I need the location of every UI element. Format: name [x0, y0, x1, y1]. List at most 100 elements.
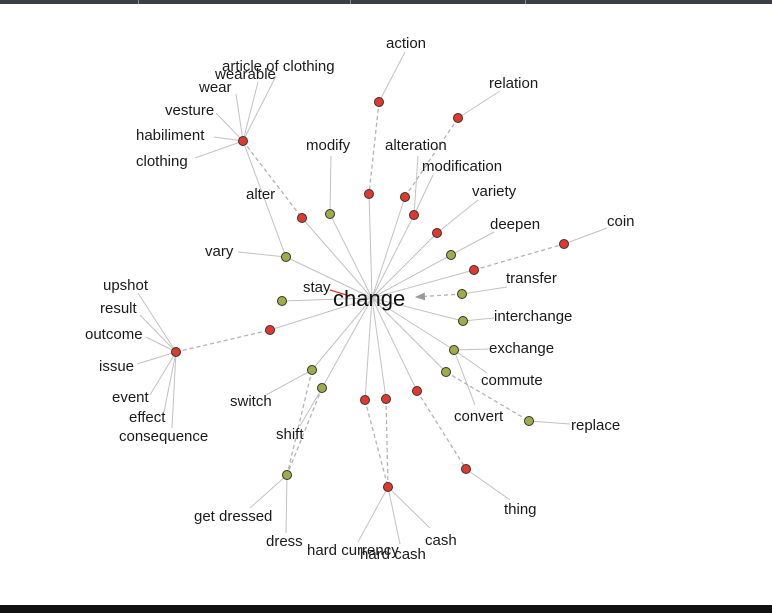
toolbar-divider	[138, 0, 139, 4]
node-switch[interactable]	[307, 365, 317, 375]
edge	[436, 199, 479, 234]
node-coin-mid[interactable]	[469, 265, 479, 275]
edge	[242, 140, 287, 258]
word-label[interactable]: result	[100, 300, 138, 317]
node-relation[interactable]	[453, 113, 463, 123]
word-label[interactable]: replace	[571, 417, 620, 434]
word-label[interactable]: convert	[454, 408, 504, 425]
edge	[137, 292, 177, 353]
word-label[interactable]: event	[112, 389, 150, 406]
node-vary[interactable]	[281, 252, 291, 262]
dashed-edge	[445, 371, 530, 422]
edge	[364, 297, 373, 401]
node-alter[interactable]	[297, 213, 307, 223]
node-modification[interactable]	[409, 210, 419, 220]
word-label[interactable]: hard cash	[360, 546, 426, 563]
edge	[149, 351, 177, 396]
center-word-label[interactable]: change	[333, 286, 405, 311]
word-label[interactable]: exchange	[489, 340, 554, 357]
node-thing-mid[interactable]	[412, 386, 422, 396]
word-label[interactable]: alter	[246, 186, 275, 203]
word-label[interactable]: get dressed	[194, 508, 272, 525]
word-label[interactable]: clothing	[136, 153, 188, 170]
node-result-mid[interactable]	[265, 325, 275, 335]
node-dress[interactable]	[282, 470, 292, 480]
edge	[371, 297, 387, 400]
word-label[interactable]: transfer	[506, 270, 557, 287]
word-label[interactable]: issue	[99, 358, 134, 375]
edge	[413, 155, 419, 216]
node-transfer[interactable]	[457, 289, 467, 299]
node-replace[interactable]	[524, 416, 534, 426]
edge	[285, 474, 288, 534]
stay-edge	[329, 289, 351, 297]
node-thing[interactable]	[461, 464, 471, 474]
edge	[461, 286, 508, 295]
word-label[interactable]: modification	[422, 158, 502, 175]
edge	[163, 351, 177, 413]
edges-layer	[136, 51, 608, 545]
node-variety[interactable]	[432, 228, 442, 238]
nodes-layer	[171, 97, 569, 492]
word-label[interactable]: alteration	[385, 137, 447, 154]
word-label[interactable]: vary	[205, 243, 234, 260]
node-coin[interactable]	[559, 239, 569, 249]
edge	[371, 297, 418, 392]
word-label[interactable]: thing	[504, 501, 537, 518]
word-label[interactable]: outcome	[85, 326, 143, 343]
top-toolbar-strip	[0, 0, 772, 4]
node-cash[interactable]	[383, 482, 393, 492]
edge	[563, 227, 608, 245]
word-label[interactable]: effect	[129, 409, 166, 426]
edge	[453, 348, 490, 351]
dashed-edge	[175, 329, 271, 353]
word-label[interactable]: upshot	[103, 277, 149, 294]
edge	[171, 351, 177, 429]
word-label[interactable]: cash	[425, 532, 457, 549]
edge	[281, 297, 373, 302]
edge	[242, 75, 277, 142]
word-label[interactable]: shift	[276, 426, 304, 443]
word-label[interactable]: wear	[198, 79, 232, 96]
node-modify[interactable]	[325, 209, 335, 219]
word-label[interactable]: article of clothing	[222, 58, 335, 75]
word-label[interactable]: interchange	[494, 308, 572, 325]
word-label[interactable]: habiliment	[136, 127, 205, 144]
node-exchange[interactable]	[449, 345, 459, 355]
edge	[265, 369, 313, 396]
edge	[321, 297, 373, 389]
edge	[249, 474, 288, 509]
word-label[interactable]: dress	[266, 533, 303, 550]
word-label[interactable]: vesture	[165, 102, 214, 119]
word-label[interactable]: hard currency	[307, 542, 399, 559]
word-label[interactable]: action	[386, 35, 426, 52]
node-commute[interactable]	[441, 367, 451, 377]
word-label[interactable]: consequence	[119, 428, 208, 445]
word-label[interactable]: relation	[489, 75, 538, 92]
word-label[interactable]: wearable	[214, 66, 276, 83]
node-deepen[interactable]	[446, 250, 456, 260]
word-label[interactable]: variety	[472, 183, 517, 200]
word-label[interactable]: switch	[230, 393, 272, 410]
node-action[interactable]	[374, 97, 384, 107]
labels-layer: change article of clothing wearable wear…	[85, 35, 635, 563]
edge	[357, 486, 389, 543]
edge	[329, 213, 373, 299]
node-relation-mid[interactable]	[400, 192, 410, 202]
node-alteration[interactable]	[364, 189, 374, 199]
node-result[interactable]	[171, 347, 181, 357]
word-label[interactable]: stay	[303, 279, 331, 296]
node-interchange[interactable]	[458, 316, 468, 326]
edge	[285, 256, 373, 299]
dashed-edge	[364, 399, 389, 488]
word-label[interactable]: coin	[607, 213, 635, 230]
node-shift[interactable]	[317, 383, 327, 393]
word-label[interactable]: deepen	[490, 216, 540, 233]
word-label[interactable]: modify	[306, 137, 351, 154]
word-label[interactable]: commute	[481, 372, 543, 389]
edge	[387, 486, 431, 529]
node-cash-a[interactable]	[381, 394, 391, 404]
node-stay[interactable]	[277, 296, 287, 306]
node-clothing[interactable]	[238, 136, 248, 146]
node-cash-b[interactable]	[360, 395, 370, 405]
